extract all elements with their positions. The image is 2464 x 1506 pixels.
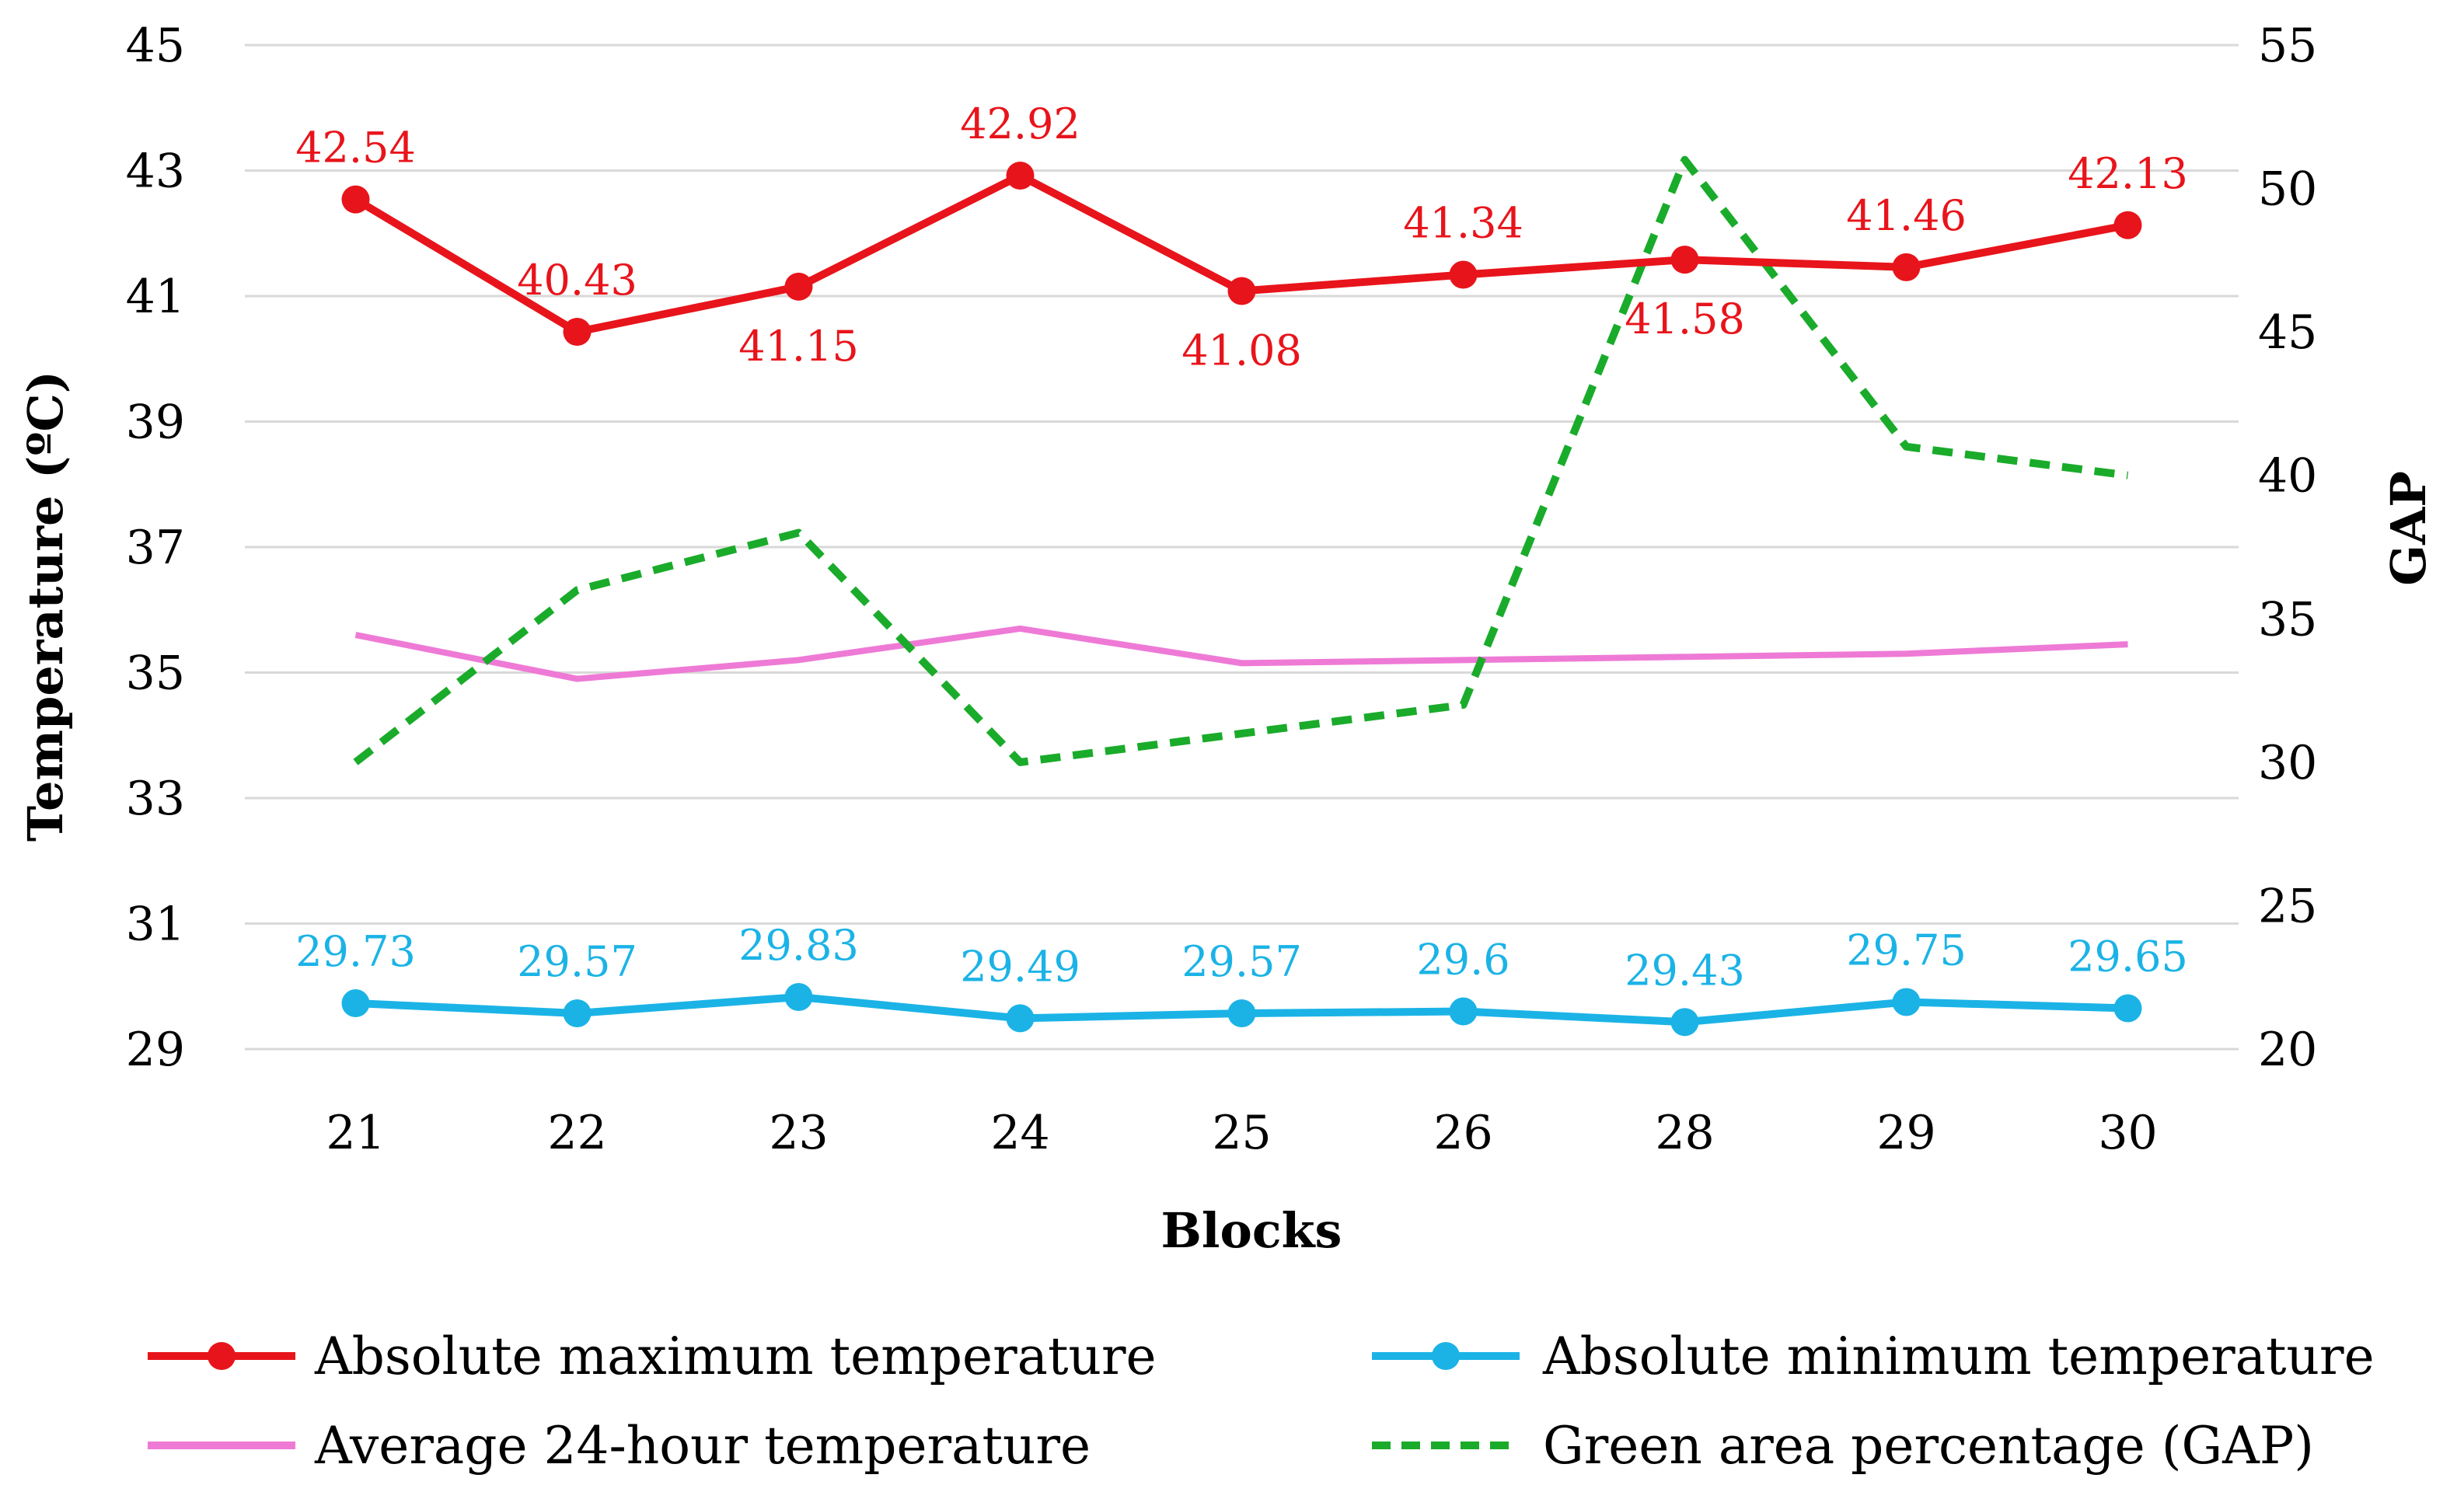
data-point-max <box>2113 211 2142 239</box>
x-tick-label: 30 <box>2098 1106 2157 1160</box>
data-point-min <box>1006 1004 1035 1033</box>
y-tick-label: 33 <box>126 772 185 826</box>
data-point-min <box>1227 999 1256 1027</box>
legend-max-marker <box>208 1342 236 1370</box>
left-y-axis: 29 31 33 35 37 39 41 43 45 <box>126 19 185 1077</box>
data-label-max: 41.34 <box>1403 199 1523 248</box>
data-label-max: 41.15 <box>738 322 859 371</box>
data-label-min: 29.57 <box>517 937 637 986</box>
y-tick-label: 31 <box>126 898 185 952</box>
legend-avg-label: Average 24-hour temperature <box>314 1416 1091 1476</box>
y2-tick-label: 30 <box>2258 736 2317 790</box>
data-point-max <box>1006 161 1035 190</box>
series-line-avg <box>354 625 2128 682</box>
data-point-max <box>563 318 592 347</box>
x-tick-label: 25 <box>1212 1106 1271 1160</box>
data-label-max: 41.58 <box>1625 295 1745 343</box>
y-tick-label: 39 <box>126 396 185 450</box>
data-label-max: 42.92 <box>960 99 1080 148</box>
data-point-min <box>1892 988 1921 1016</box>
data-label-min: 29.75 <box>1846 926 1967 974</box>
data-label-min: 29.49 <box>960 942 1080 991</box>
y-tick-label: 37 <box>126 521 185 575</box>
data-point-min <box>563 999 592 1027</box>
legend-gap-label: Green area percentage (GAP) <box>1543 1416 2314 1476</box>
data-point-max <box>784 272 813 301</box>
data-label-max: 41.08 <box>1181 326 1302 375</box>
y-tick-label: 29 <box>126 1023 185 1077</box>
series-line-gap <box>353 155 2129 766</box>
legend: Absolute maximum temperature Absolute mi… <box>148 1326 2375 1476</box>
y-tick-label: 43 <box>126 145 185 199</box>
data-point-min <box>1670 1008 1699 1037</box>
data-point-max <box>1449 260 1478 289</box>
x-axis-title: Blocks <box>1161 1202 1342 1259</box>
data-label-max: 40.43 <box>517 256 637 305</box>
data-label-min: 29.83 <box>738 921 859 970</box>
data-point-max <box>1892 253 1921 281</box>
legend-item-avg[interactable]: Average 24-hour temperature <box>148 1416 1091 1476</box>
legend-min-label: Absolute minimum temperature <box>1542 1326 2375 1386</box>
data-point-max <box>341 185 370 214</box>
y2-tick-label: 35 <box>2258 592 2317 647</box>
y-tick-label: 45 <box>126 19 185 73</box>
data-point-max <box>1227 277 1256 305</box>
data-point-min <box>1449 997 1478 1026</box>
y-tick-label: 41 <box>126 270 185 324</box>
data-point-min <box>341 989 370 1018</box>
data-label-min: 29.43 <box>1625 946 1745 995</box>
data-point-max <box>1670 246 1699 274</box>
y-tick-label: 35 <box>126 647 185 701</box>
data-label-max: 42.13 <box>2068 149 2188 198</box>
data-label-max: 42.54 <box>295 124 416 173</box>
x-tick-label: 24 <box>990 1106 1049 1160</box>
legend-min-marker <box>1432 1342 1460 1370</box>
x-axis: 21 22 23 24 25 26 28 29 30 <box>326 1106 2157 1160</box>
gridlines <box>245 44 2239 1051</box>
series-layer: 42.54 40.43 41.15 42.92 41.08 41.34 41.58 41.46… <box>295 99 2188 1037</box>
y2-tick-label: 25 <box>2258 879 2317 933</box>
legend-item-max[interactable]: Absolute maximum temperature <box>148 1326 1157 1386</box>
data-point-min <box>784 982 813 1011</box>
y2-axis-title: GAP <box>2380 471 2437 586</box>
y-axis-title: Temperature (ºC) <box>17 371 74 842</box>
y2-tick-label: 55 <box>2258 19 2317 73</box>
x-tick-label: 22 <box>547 1106 606 1160</box>
legend-item-min[interactable]: Absolute minimum temperature <box>1372 1326 2375 1386</box>
data-point-min <box>2113 994 2142 1023</box>
x-tick-label: 21 <box>326 1106 385 1160</box>
x-tick-label: 28 <box>1655 1106 1714 1160</box>
x-tick-label: 29 <box>1876 1106 1935 1160</box>
y2-tick-label: 20 <box>2258 1023 2317 1077</box>
data-label-min: 29.57 <box>1181 937 1302 986</box>
legend-item-gap[interactable]: Green area percentage (GAP) <box>1372 1416 2314 1476</box>
data-label-min: 29.73 <box>295 927 416 976</box>
x-tick-label: 26 <box>1433 1106 1492 1160</box>
x-tick-label: 23 <box>769 1106 828 1160</box>
data-label-min: 29.6 <box>1416 936 1509 985</box>
y2-tick-label: 50 <box>2258 162 2317 217</box>
legend-max-label: Absolute maximum temperature <box>314 1326 1157 1386</box>
data-label-min: 29.65 <box>2068 933 2188 981</box>
data-label-max: 41.46 <box>1846 191 1967 240</box>
y2-tick-label: 40 <box>2258 449 2317 504</box>
y2-tick-label: 45 <box>2258 305 2317 360</box>
right-y-axis: 20 25 30 35 40 45 50 55 <box>2258 19 2317 1077</box>
